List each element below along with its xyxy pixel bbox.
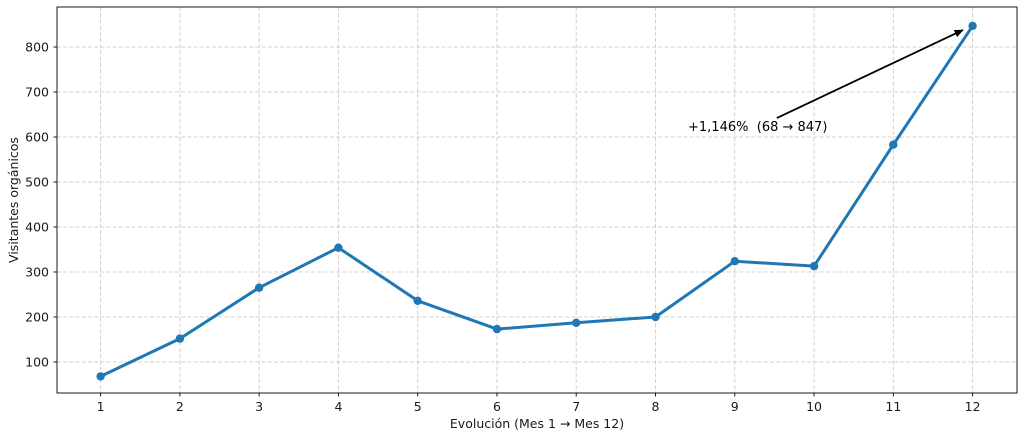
x-tick-label: 9 [731, 399, 739, 414]
y-tick-label: 300 [25, 264, 49, 279]
data-point [96, 372, 105, 381]
annotation-arrow [776, 29, 964, 119]
y-tick-label: 700 [25, 84, 49, 99]
data-point [730, 257, 739, 266]
y-tick-label: 600 [25, 129, 49, 144]
x-axis-label: Evolución (Mes 1 → Mes 12) [450, 416, 624, 431]
x-tick-label: 4 [334, 399, 342, 414]
data-point [889, 140, 898, 149]
data-point [413, 296, 422, 305]
y-tick-label: 100 [25, 354, 49, 369]
data-point [572, 318, 581, 327]
data-point [175, 334, 185, 343]
data-point [254, 283, 264, 292]
annotation-text: +1,146% (68 → 847) [688, 120, 827, 135]
y-tick-label: 200 [25, 309, 49, 324]
y-tick-label: 500 [25, 174, 49, 189]
plot-border [56, 6, 1018, 394]
data-point [968, 21, 977, 31]
y-axis-label: Visitantes orgánicos [6, 137, 21, 263]
y-tick-label: 800 [25, 39, 49, 54]
series-markers [96, 21, 977, 381]
x-tick-label: 1 [97, 399, 105, 414]
data-point [334, 243, 343, 252]
series-line [99, 24, 975, 378]
gridlines [57, 7, 1017, 393]
data-point [492, 324, 502, 334]
x-tick-label: 5 [414, 399, 422, 414]
x-tick-label: 6 [493, 399, 501, 414]
x-tick-label: 7 [572, 399, 580, 414]
x-tick-label: 12 [965, 399, 981, 414]
data-point [809, 261, 819, 271]
x-tick-label: 10 [806, 399, 822, 414]
x-tick-label: 3 [255, 399, 263, 414]
x-tick-label: 8 [652, 399, 660, 414]
x-tick-label: 2 [176, 399, 184, 414]
x-tick-label: 11 [885, 399, 901, 414]
y-tick-label: 400 [25, 219, 49, 234]
data-point [651, 312, 660, 322]
